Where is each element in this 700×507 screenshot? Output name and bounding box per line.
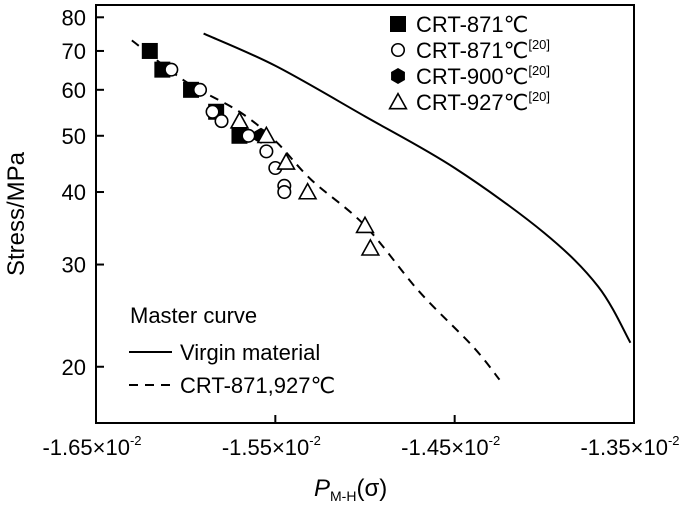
x-tick-mantissa: -1.55×10	[222, 435, 309, 460]
marker-legend: CRT-871℃CRT-871℃[20]CRT-900℃[20]CRT-927℃…	[388, 12, 550, 115]
legend-label-name: CRT-871℃	[416, 38, 528, 63]
data-point-triangle-open	[229, 111, 250, 129]
data-point-circle-open	[205, 104, 220, 119]
x-tick-exponent: -2	[668, 433, 680, 448]
legend-label: CRT-900℃[20]	[416, 63, 550, 89]
y-tick-label: 50	[62, 124, 86, 149]
y-tick-label: 40	[62, 180, 86, 205]
x-tick-label: -1.45×10-2	[401, 433, 500, 460]
x-tick-exponent: -2	[489, 433, 501, 448]
data-point-triangle-open	[256, 125, 277, 144]
legend-label: CRT-871℃	[416, 12, 528, 37]
x-axis-label-sub: M-H	[330, 488, 356, 504]
x-tick-exponent: -2	[130, 433, 142, 448]
y-tick-label: 70	[62, 39, 86, 64]
data-point-triangle-open	[360, 238, 381, 256]
x-tick-mantissa: -1.65×10	[42, 435, 129, 460]
x-axis-label-paren: (σ)	[356, 475, 387, 502]
legend-label-ref: [20]	[528, 63, 550, 78]
data-point-circle-open	[214, 114, 229, 129]
legend-label-name: CRT-871℃	[416, 12, 528, 37]
x-axis-ticks: -1.65×10-2 -1.55×10-2 -1.45×10-2 -1.35×10-2	[42, 415, 680, 460]
virgin-master-curve	[203, 32, 632, 344]
data-point-circle-open	[277, 184, 292, 200]
data-point-triangle-open	[297, 181, 318, 200]
data-point-circle-open	[259, 144, 274, 159]
legend-label-ref: [20]	[528, 89, 550, 104]
data-points	[141, 42, 381, 256]
x-tick-label: -1.55×10-2	[222, 433, 321, 460]
y-tick-label: 80	[62, 5, 86, 30]
legend-marker-square-filled	[390, 16, 406, 32]
legend-label-crt: CRT-871,927℃	[180, 373, 335, 398]
y-axis-label: Stress/MPa	[3, 151, 30, 276]
plot-frame	[95, 4, 635, 424]
x-axis-label-main: P	[314, 475, 330, 502]
data-point-circle-open	[164, 62, 179, 77]
x-tick-mantissa: -1.35×10	[580, 435, 667, 460]
data-point-square-filled	[141, 42, 158, 59]
legend-label-virgin: Virgin material	[180, 340, 320, 365]
legend-marker-triangle-open	[388, 91, 408, 110]
y-tick-label: 30	[62, 253, 86, 278]
x-tick-exponent: -2	[309, 433, 321, 448]
legend-marker-hexagon-filled	[391, 68, 405, 84]
data-point-triangle-open	[276, 152, 296, 170]
line-legend: Master curve Virgin material CRT-871,927…	[129, 303, 335, 398]
legend-label-name: CRT-927℃	[416, 90, 528, 115]
y-tick-label: 60	[62, 78, 86, 103]
y-tick-label: 20	[62, 355, 86, 380]
x-tick-label: -1.65×10-2	[42, 433, 141, 460]
legend-label-ref: [20]	[528, 37, 550, 52]
data-point-circle-open	[192, 82, 208, 97]
x-tick-mantissa: -1.45×10	[401, 435, 488, 460]
y-axis-ticks: 20 30 40 50 60 70 80	[62, 5, 104, 380]
data-point-triangle-open	[355, 215, 375, 234]
legend-title: Master curve	[130, 303, 257, 328]
legend-label: CRT-927℃[20]	[416, 89, 550, 115]
legend-label: CRT-871℃[20]	[416, 37, 550, 63]
x-axis-label: PM-H(σ)	[314, 475, 387, 504]
legend-label-name: CRT-900℃	[416, 64, 528, 89]
data-point-circle-open	[241, 128, 256, 143]
x-tick-label: -1.35×10-2	[580, 433, 679, 460]
legend-marker-circle-open	[390, 42, 406, 58]
